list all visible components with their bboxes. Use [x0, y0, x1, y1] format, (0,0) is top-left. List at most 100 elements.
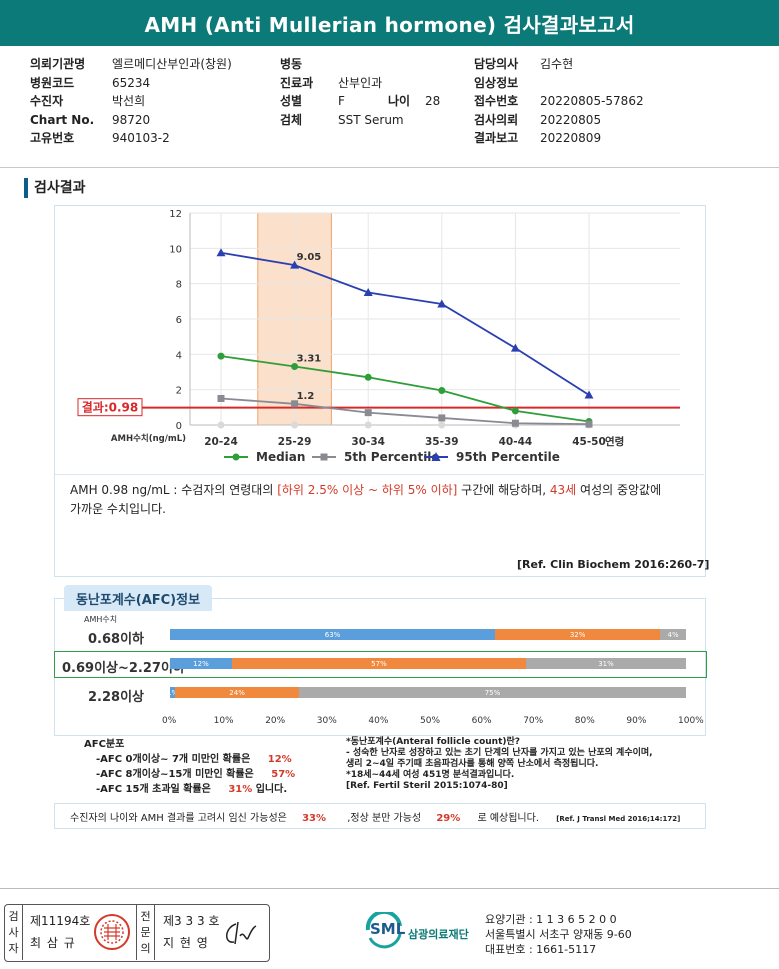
- pregnancy-part1: 수진자의 나이와 AMH 결과를 고려시 임신 가능성은: [70, 813, 287, 824]
- afc-row-label: 0.69이상~2.27이하: [62, 661, 185, 676]
- legend-marker: [431, 452, 441, 461]
- x-tick-dot: [438, 421, 446, 429]
- note-part3: 여성의 중앙값에: [576, 483, 662, 497]
- data-point: [511, 419, 519, 427]
- logo-text: SML: [370, 920, 406, 938]
- hospital-code-label: 병원코드: [30, 75, 75, 90]
- legend-label: 95th Percentile: [456, 450, 560, 464]
- x-tick-label: 35-39: [425, 436, 459, 448]
- y-tick-label: 12: [169, 209, 182, 220]
- sml-logo-icon: [365, 912, 402, 949]
- data-point: [584, 390, 594, 399]
- afc-tick-label: 100%: [678, 716, 704, 726]
- afc-dist-suffix: 입니다.: [255, 784, 288, 795]
- data-point: [438, 414, 446, 422]
- afc-def-line: *18세~44세 여성 451명 분석결과입니다.: [346, 770, 515, 780]
- series-line: [220, 355, 590, 423]
- afc-bar-segment: 75%: [298, 687, 686, 698]
- report-title: AMH (Anti Mullerian hormone) 검사결과보고서: [0, 0, 779, 46]
- y-tick-label: 2: [176, 386, 182, 397]
- examiner-name: 최 삼 규: [30, 936, 76, 950]
- afc-bar-segment: 4%: [660, 629, 686, 640]
- section-title: 검사결과: [24, 178, 86, 198]
- afc-def-line: *동난포계수(Anteral follicle count)란?: [346, 737, 520, 747]
- data-point: [437, 299, 447, 308]
- result-label: 결과:0.98: [82, 400, 139, 415]
- afc-tick-label: 20%: [265, 716, 286, 726]
- ward-label: 병동: [280, 57, 303, 71]
- footer-divider: [0, 888, 779, 889]
- sex-label: 성별: [280, 94, 303, 108]
- afc-bar-row: 12% 57% 31%: [170, 658, 686, 669]
- data-label: 3.31: [297, 354, 322, 365]
- afc-bar-row: 63% 32% 4%: [170, 629, 686, 640]
- afc-dist-text: -AFC 15개 초과일 확률은: [96, 784, 211, 795]
- clinical-label: 임상정보: [474, 75, 519, 90]
- legend-label: Median: [256, 450, 305, 464]
- x-tick-label: 45-50: [572, 436, 606, 448]
- examiner-label: 검사자: [5, 905, 23, 960]
- x-tick-label: 30-34: [351, 436, 385, 448]
- afc-axis: 0% 10% 20% 30% 40% 50% 60% 70% 80% 90% 100%: [0, 716, 779, 730]
- report-date-label: 결과보고: [474, 131, 519, 145]
- afc-tick-label: 0%: [162, 716, 177, 726]
- legend-marker: [232, 453, 240, 461]
- legend-marker: [320, 453, 328, 461]
- hospital-code-value: 65234: [112, 75, 151, 90]
- y-tick-label: 10: [169, 244, 182, 255]
- result-reference: [Ref. Clin Biochem 2016:260-7]: [517, 558, 710, 571]
- org-phone: 대표번호 : 1661-5117: [485, 943, 597, 956]
- dept-label: 진료과: [280, 75, 314, 90]
- pregnancy-part3: 로 예상됩니다.: [477, 813, 539, 824]
- data-point: [216, 248, 226, 257]
- y-tick-label: 6: [176, 315, 182, 326]
- afc-row-label: 0.68이하: [88, 632, 144, 647]
- afc-dist-line: -AFC 15개 초과일 확률은 31% 입니다.: [84, 782, 344, 797]
- result-panel: [54, 205, 706, 577]
- signature-icon: [226, 921, 257, 945]
- afc-bar-segment: 24%: [175, 687, 299, 698]
- afc-bar-row: 1%24%75%: [170, 687, 686, 698]
- y-tick-label: 0: [176, 421, 182, 432]
- afc-tick-label: 70%: [523, 716, 544, 726]
- afc-tick-label: 80%: [574, 716, 595, 726]
- data-point: [511, 407, 519, 415]
- afc-dist-text: -AFC 0개이상~ 7개 미만인 확률은: [96, 754, 251, 765]
- series-line: [220, 251, 590, 396]
- afc-dist-value: 31%: [228, 784, 253, 795]
- age-value: 28: [425, 94, 441, 108]
- request-label: 검사의뢰: [474, 112, 519, 127]
- pregnancy-value: 29%: [436, 813, 461, 824]
- note-part2: 구간에 해당하며,: [457, 483, 550, 497]
- receipt-value: 20220805-57862: [540, 94, 644, 108]
- x-tick-dot: [217, 421, 225, 429]
- request-value: 20220805: [540, 112, 602, 127]
- afc-tab: 동난포계수(AFC)정보: [64, 585, 212, 611]
- afc-amh-header: AMH수치: [84, 615, 118, 624]
- afc-tick-label: 90%: [626, 716, 647, 726]
- afc-tick-label: 60%: [471, 716, 492, 726]
- afc-tick-label: 50%: [420, 716, 441, 726]
- amh-chart: 0 2 4 6 8 10 12 20-24 25-29 30-34 35-39 40-44 45-50 연…: [77, 209, 680, 464]
- data-point: [217, 395, 225, 402]
- afc-tick-label: 10%: [213, 716, 234, 726]
- afc-def-line: - 성숙한 난자로 성장하고 있는 초기 단계의 난자를 가지고 있는 난포의 …: [346, 748, 653, 758]
- unique-no-value: 940103-2: [112, 131, 170, 145]
- data-point: [363, 288, 373, 296]
- data-point: [290, 260, 300, 269]
- y-axis-label: AMH수치(ng/mL): [111, 433, 186, 444]
- patient-label: 수진자: [30, 94, 64, 108]
- x-tick-label: 20-24: [204, 436, 238, 448]
- y-tick-label: 4: [176, 350, 182, 361]
- note-line2: 가까운 수치입니다.: [70, 502, 166, 516]
- chart-no-label: Chart No.: [30, 112, 95, 127]
- patient-value: 박선희: [112, 94, 146, 108]
- afc-bar-segment: 12%: [170, 658, 232, 669]
- pregnancy-part2: ,정상 분만 가능성: [347, 813, 422, 824]
- divider: [0, 167, 779, 168]
- afc-tick-label: 40%: [368, 716, 389, 726]
- afc-bar-segment: 32%: [495, 629, 661, 640]
- patient-info: 의뢰기관명 엘르메디산부인과(창원) 병원코드 65234 수진자 박선희 Ch…: [0, 55, 779, 150]
- chart-no-value: 98720: [112, 112, 151, 127]
- afc-definition: *동난포계수(Anteral follicle count)란? - 성숙한 난…: [346, 737, 706, 792]
